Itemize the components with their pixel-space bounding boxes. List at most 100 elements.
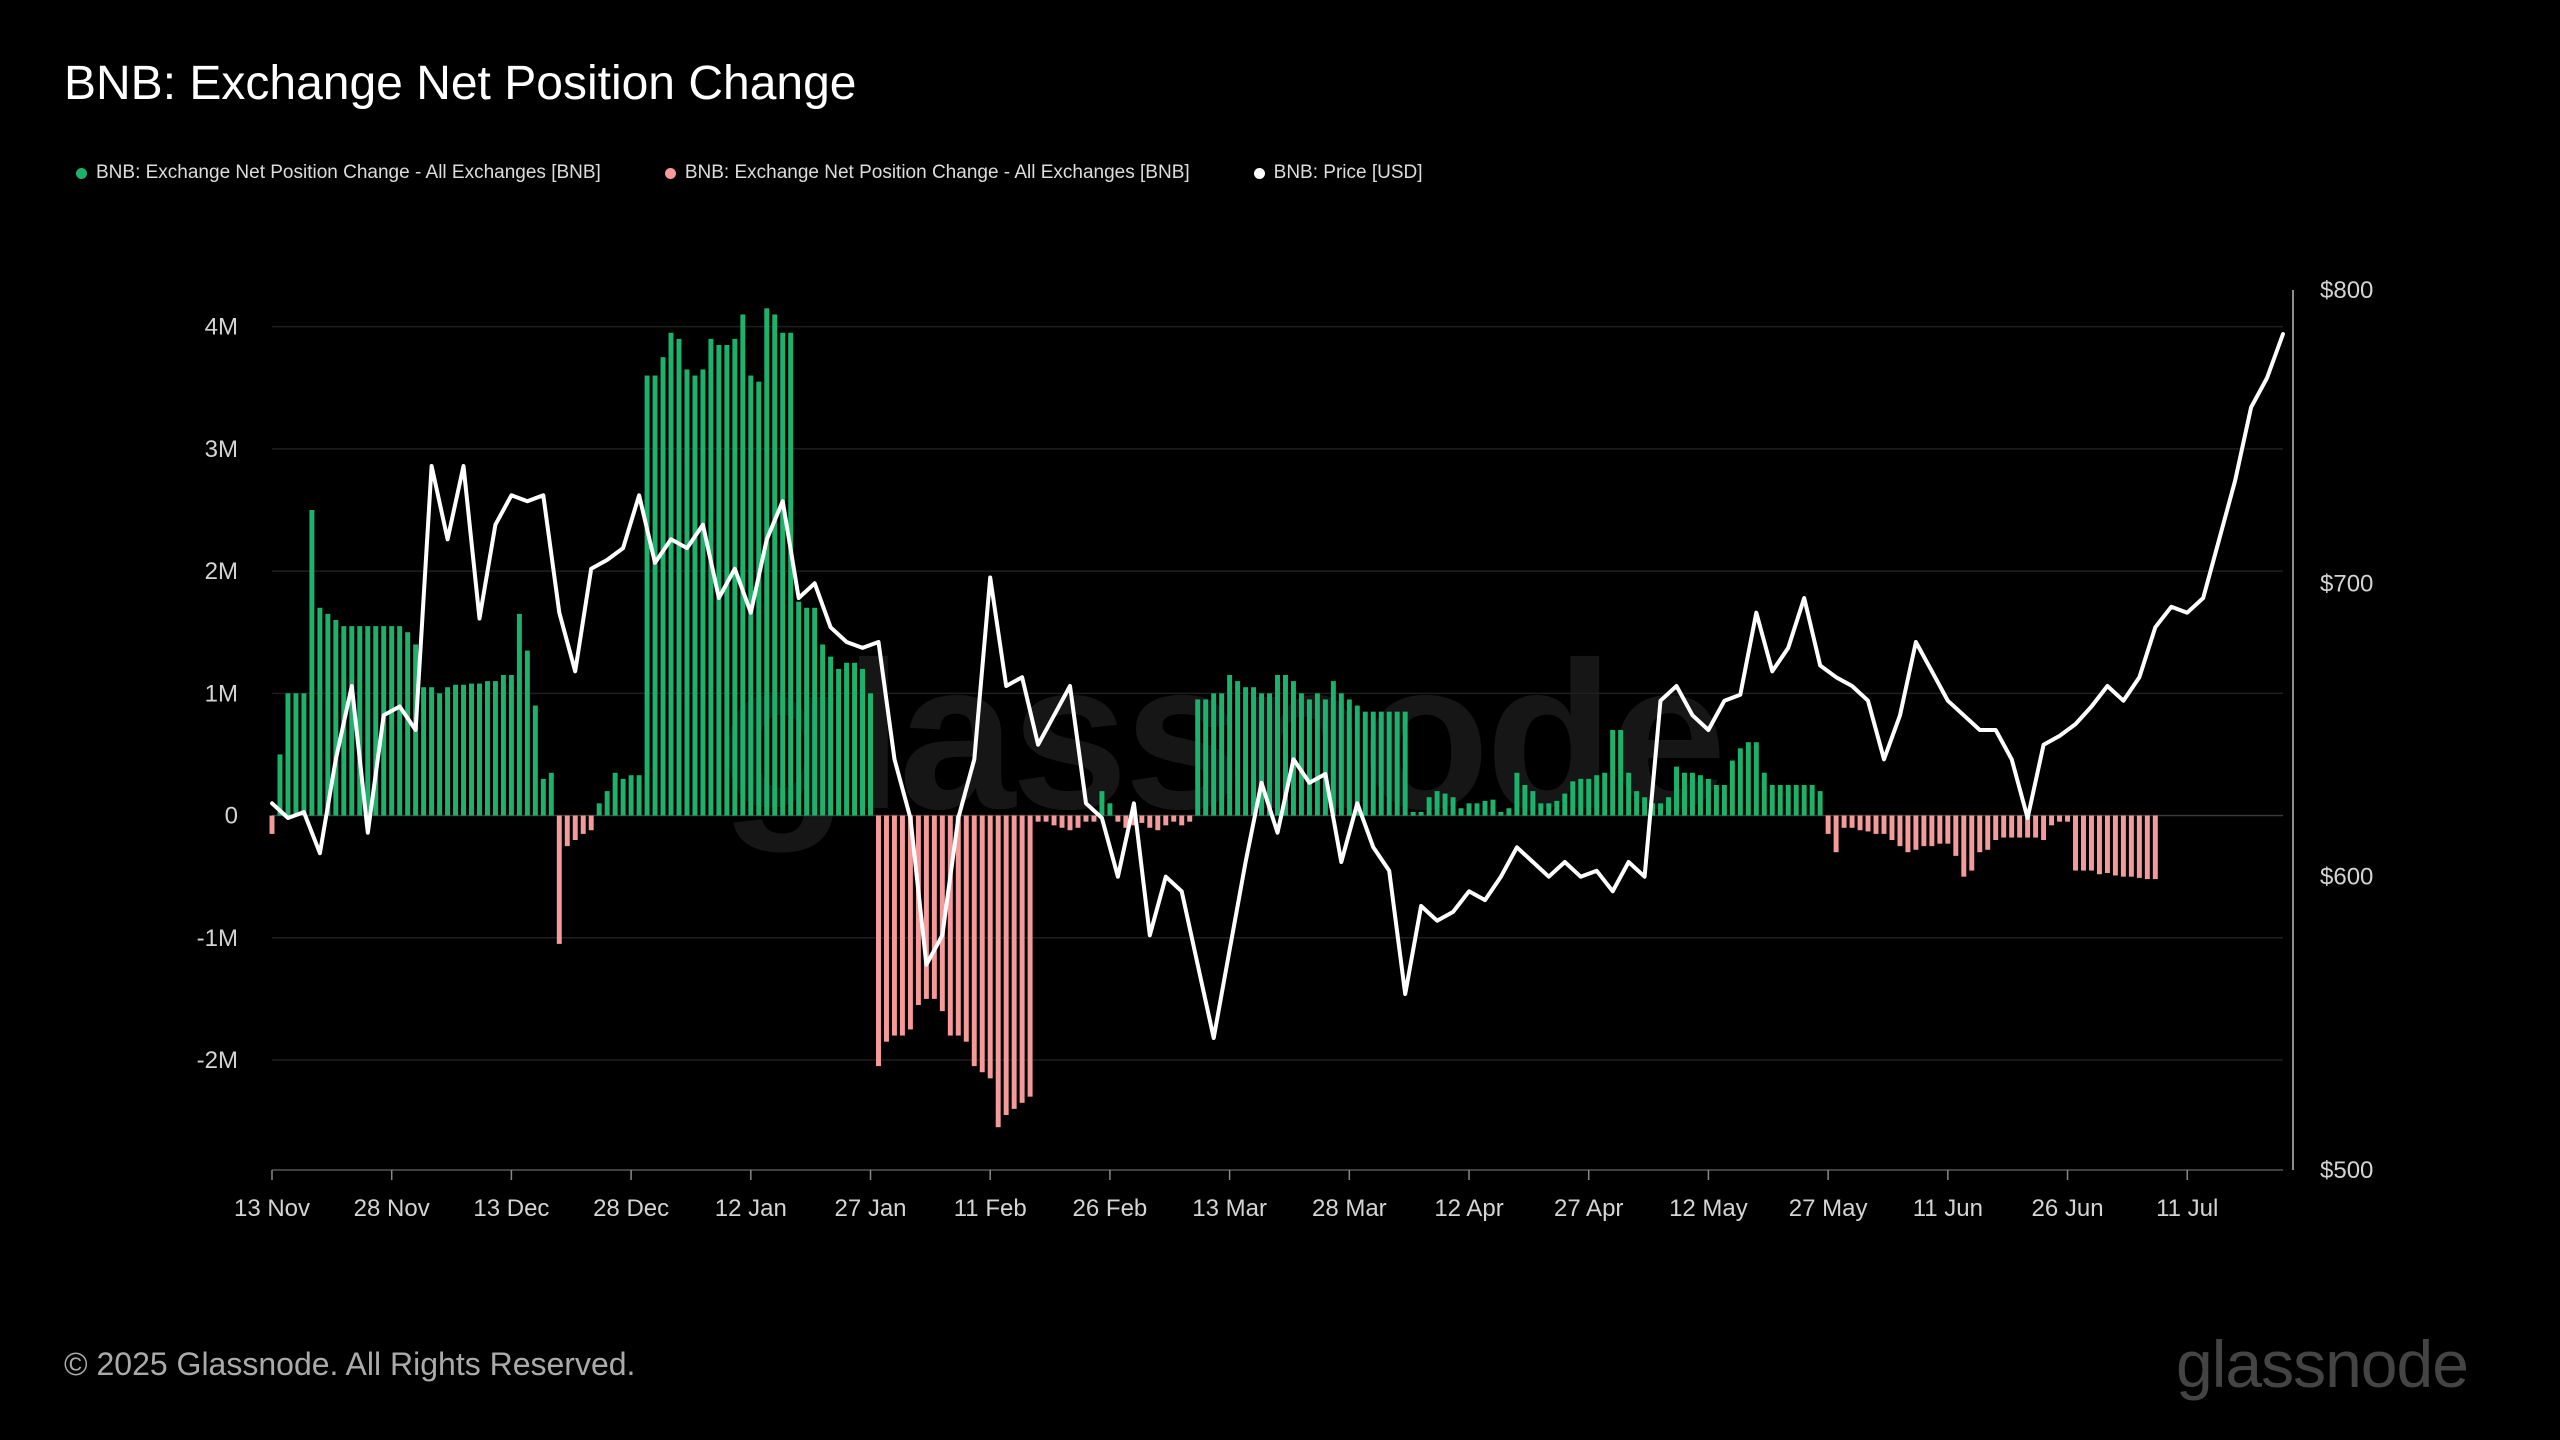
x-tick-label: 11 Feb (954, 1195, 1027, 1222)
bar-positive (1570, 781, 1576, 816)
y-left-tick-label: 3M (205, 436, 238, 463)
bar-positive (1235, 681, 1241, 816)
bar-positive (429, 687, 435, 816)
bar-positive (836, 668, 842, 816)
bar-negative (963, 815, 969, 1042)
bar-negative (1897, 815, 1903, 847)
bar-positive (285, 693, 291, 816)
bar-positive (844, 662, 850, 816)
bar-positive (1203, 699, 1209, 816)
bar-positive (812, 607, 818, 816)
bar-positive (540, 778, 546, 816)
bar-positive (484, 681, 490, 816)
x-tick-label: 28 Mar (1312, 1195, 1387, 1222)
bar-negative (572, 815, 578, 840)
bar-positive (349, 626, 355, 816)
bar-negative (2049, 815, 2055, 826)
bar-negative (1841, 815, 1847, 828)
bar-negative (995, 815, 1001, 1128)
bar-positive (1107, 803, 1113, 816)
bar-positive (1642, 797, 1648, 816)
legend-item-outflow[interactable]: BNB: Exchange Net Position Change - All … (664, 162, 1190, 184)
bar-positive (1442, 793, 1448, 816)
bar-negative (1171, 815, 1177, 822)
bar-negative (2017, 815, 2023, 838)
bar-positive (1243, 687, 1249, 816)
bar-negative (1921, 815, 1927, 847)
chart-legend: BNB: Exchange Net Position Change - All … (76, 162, 1423, 184)
bar-positive (1729, 760, 1735, 816)
bar-positive (1610, 730, 1616, 816)
bar-negative (1937, 815, 1943, 844)
bar-negative (883, 815, 889, 1042)
bar-positive (612, 772, 618, 816)
legend-item-inflow[interactable]: BNB: Exchange Net Position Change - All … (76, 162, 601, 184)
bar-negative (947, 815, 953, 1036)
bar-positive (548, 772, 554, 816)
bar-negative (1833, 815, 1839, 853)
bar-positive (1362, 711, 1368, 816)
bar-negative (1075, 815, 1081, 828)
bar-positive (492, 681, 498, 816)
bar-positive (1354, 705, 1360, 816)
bar-negative (588, 815, 594, 831)
bar-positive (1251, 687, 1257, 816)
bar-negative (1139, 815, 1145, 823)
bar-negative (1913, 815, 1919, 850)
bar-negative (2001, 815, 2007, 838)
bar-positive (397, 626, 403, 816)
axes: -2M -1M 0 1M 2M 3M 4M $500 $600 $700 $800 13 Nov 28 … (197, 277, 2374, 1222)
bar-positive (1099, 791, 1105, 816)
brand-logo[interactable]: glassnode (2176, 1327, 2469, 1401)
bar-positive (1211, 693, 1217, 816)
bar-negative (1993, 815, 1999, 840)
bar-negative (1019, 815, 1025, 1103)
bar-positive (1219, 693, 1225, 816)
bar-positive (1466, 803, 1472, 816)
legend-label-price: BNB: Price [USD] (1273, 162, 1423, 183)
bar-positive (1306, 699, 1312, 816)
bar-positive (1298, 693, 1304, 816)
bar-positive (868, 693, 873, 816)
bar-positive (1283, 675, 1288, 816)
x-tick-label: 11 Jun (1913, 1195, 1983, 1222)
bar-positive (277, 754, 283, 816)
bar-negative (2112, 815, 2118, 876)
bar-positive (804, 607, 810, 816)
bar-negative (1027, 815, 1033, 1097)
bar-positive (1658, 803, 1664, 816)
bar-negative (1977, 815, 1983, 853)
bar-positive (1346, 699, 1352, 816)
bar-negative (1123, 815, 1129, 828)
bar-positive (1554, 800, 1560, 816)
price-line (270, 332, 2285, 1040)
bar-negative (1881, 815, 1887, 834)
copyright-footer: © 2025 Glassnode. All Rights Reserved. (64, 1346, 636, 1382)
legend-item-price[interactable]: BNB: Price [USD] (1253, 162, 1423, 184)
bar-negative (1043, 815, 1049, 822)
bar-positive (684, 369, 690, 816)
bar-positive (1506, 808, 1512, 816)
bar-positive (708, 338, 714, 816)
bar-positive (1697, 775, 1703, 816)
bar-positive (764, 308, 770, 816)
bar-negative (915, 815, 921, 1005)
x-tick-label: 27 Apr (1554, 1195, 1623, 1222)
bar-negative (1115, 815, 1121, 822)
bar-positive (660, 357, 666, 816)
bar-positive (620, 778, 626, 816)
bar-negative (1929, 815, 1935, 847)
bar-positive (1514, 772, 1520, 816)
bar-positive (1402, 711, 1408, 816)
bar-negative (2104, 815, 2110, 873)
bar-positive (1267, 693, 1272, 816)
bar-negative (891, 815, 897, 1036)
bar-positive (636, 775, 642, 816)
bar-positive (1522, 785, 1528, 816)
bar-negative (1969, 815, 1975, 871)
x-tick-label: 27 Jan (834, 1195, 906, 1222)
bar-negative (1825, 815, 1831, 834)
y-right-tick-label: $600 (2320, 864, 2373, 891)
bar-positive (1705, 778, 1711, 816)
